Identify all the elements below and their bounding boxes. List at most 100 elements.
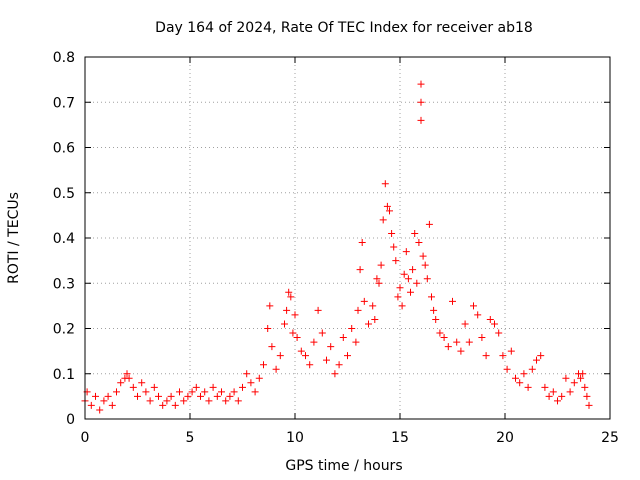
data-point (167, 392, 175, 400)
data-point (528, 365, 536, 373)
data-point (201, 388, 209, 396)
data-point (171, 401, 179, 409)
data-point (375, 279, 383, 287)
grid (85, 57, 610, 419)
x-tick-label: 10 (286, 430, 304, 446)
data-point (411, 229, 419, 237)
data-point (554, 397, 561, 405)
data-point (390, 243, 398, 251)
data-point (255, 374, 263, 382)
data-point (396, 284, 404, 292)
data-point (365, 320, 372, 328)
data-point (381, 180, 389, 188)
data-point (266, 302, 274, 310)
data-point (123, 370, 131, 378)
data-point (318, 329, 326, 337)
data-point (251, 388, 259, 396)
data-point (293, 334, 301, 342)
data-point (291, 311, 299, 319)
data-point (327, 343, 335, 351)
y-tick-label: 0.5 (53, 186, 75, 202)
data-point (377, 261, 385, 269)
data-point (423, 275, 431, 283)
data-point (289, 329, 297, 337)
data-point (457, 347, 465, 355)
data-point (453, 338, 461, 346)
data-point (499, 352, 507, 360)
y-tick-label: 0.8 (53, 50, 75, 66)
data-point (360, 297, 368, 305)
data-point (226, 392, 234, 400)
data-point (150, 383, 158, 391)
data-point (470, 302, 477, 310)
data-point (331, 370, 339, 378)
data-point (100, 397, 108, 405)
data-point (138, 379, 146, 387)
data-point (503, 365, 511, 373)
data-point (482, 352, 490, 360)
data-point (579, 370, 587, 378)
data-point (533, 356, 540, 364)
data-point (92, 392, 99, 400)
y-axis-label: ROTI / TECUs (6, 192, 22, 284)
data-point (421, 261, 429, 269)
data-point (449, 297, 456, 305)
data-point (386, 207, 393, 215)
data-point (281, 320, 288, 328)
y-tick-label: 0 (66, 412, 75, 428)
data-point (558, 392, 566, 400)
data-point (243, 370, 251, 378)
data-point (537, 352, 545, 360)
chart-title: Day 164 of 2024, Rate Of TEC Index for r… (155, 20, 533, 36)
data-point (96, 406, 104, 414)
data-point (163, 397, 171, 405)
data-point (146, 397, 154, 405)
data-point (247, 379, 255, 387)
y-tick-label: 0.4 (53, 231, 75, 247)
data-point (400, 270, 408, 278)
axis-ticks: 0 0.1 0.2 0.3 0.4 0.5 0.6 0.7 0.8 0 5 10 15 20 25 (53, 50, 619, 446)
data-point (402, 248, 410, 256)
data-point (520, 370, 528, 378)
data-point (516, 379, 524, 387)
data-point (371, 315, 379, 323)
data-point (570, 379, 578, 387)
x-tick-label: 20 (496, 430, 514, 446)
data-point (113, 388, 120, 396)
data-point (461, 320, 469, 328)
data-point (566, 388, 574, 396)
data-point (444, 343, 452, 351)
data-point (428, 293, 435, 301)
data-point (104, 392, 112, 400)
data-point (323, 356, 330, 364)
data-point (272, 365, 280, 373)
data-point (176, 388, 183, 396)
data-point (474, 311, 482, 319)
y-tick-label: 0.6 (53, 141, 75, 157)
x-tick-label: 5 (186, 430, 195, 446)
data-point (413, 279, 421, 287)
y-tick-label: 0.1 (53, 367, 75, 383)
data-point (417, 80, 425, 88)
data-point (192, 383, 200, 391)
data-point (239, 383, 246, 391)
data-point (549, 388, 557, 396)
data-point (306, 361, 314, 369)
data-point (383, 202, 391, 210)
data-point (260, 361, 267, 369)
data-point (129, 383, 137, 391)
y-tick-label: 0.2 (53, 322, 75, 338)
data-point (524, 383, 532, 391)
data-point (404, 275, 412, 283)
data-point (184, 392, 192, 400)
data-point (205, 397, 213, 405)
y-tick-label: 0.7 (53, 95, 75, 111)
data-point (581, 383, 589, 391)
data-point (352, 338, 360, 346)
data-point (545, 392, 553, 400)
data-point (495, 329, 503, 337)
data-point (287, 293, 295, 301)
data-point (409, 266, 417, 274)
data-point (369, 302, 377, 310)
